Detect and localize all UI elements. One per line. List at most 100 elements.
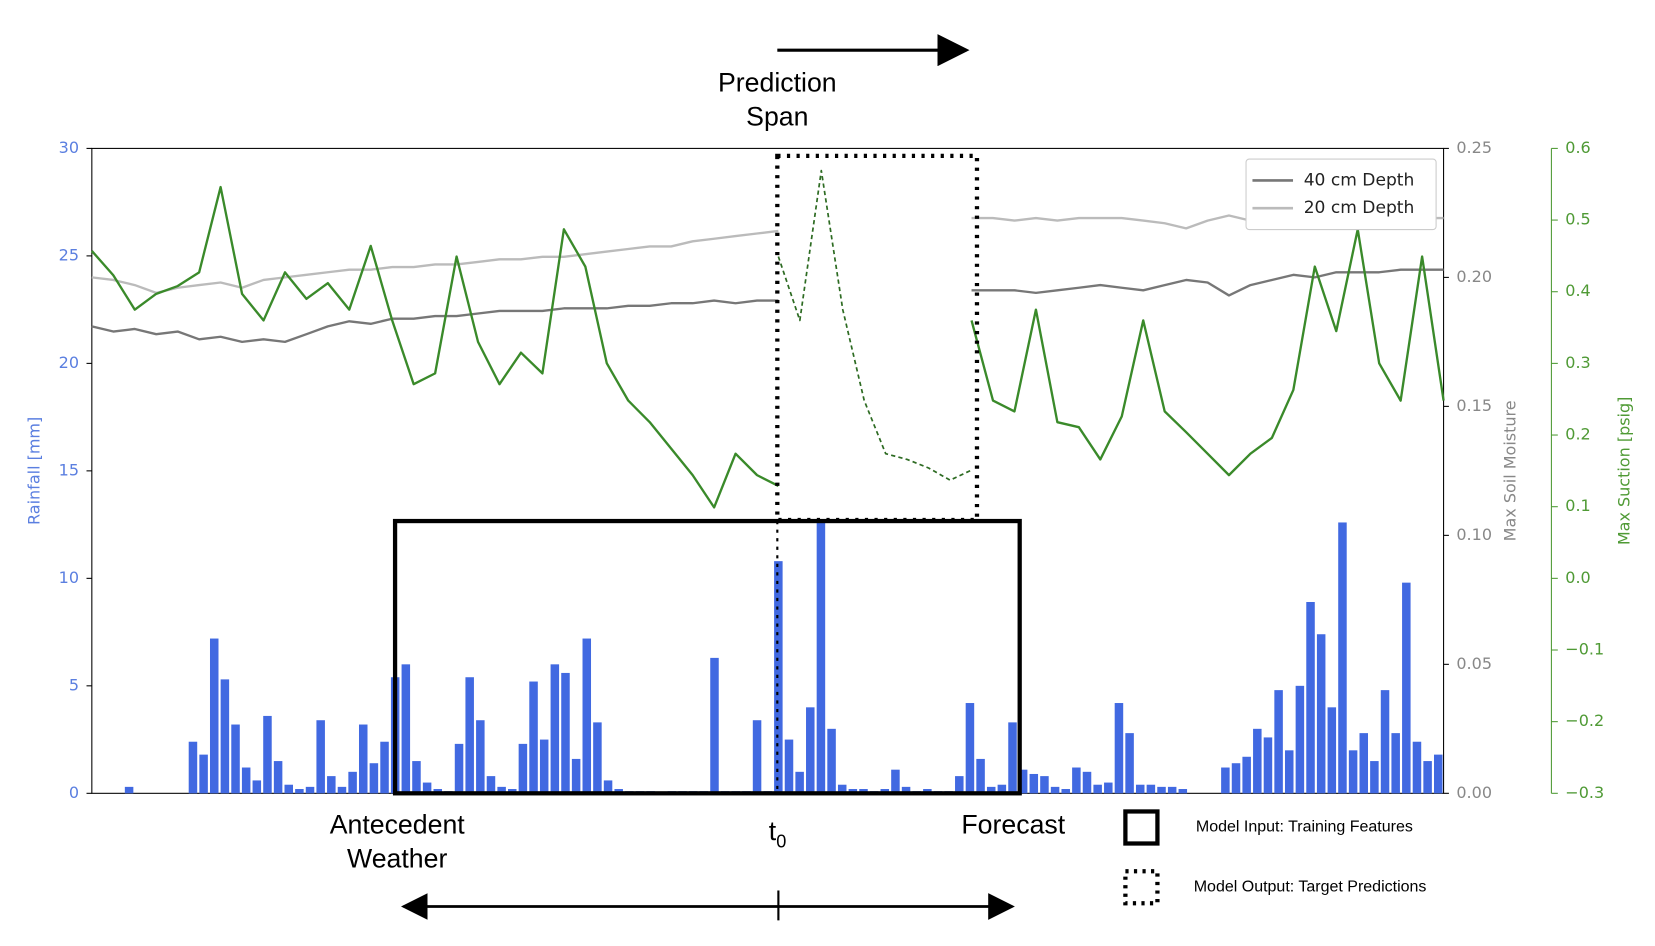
rain-bar (252, 780, 262, 794)
rain-bar (1253, 728, 1262, 794)
y3-tick-label: −0.1 (1565, 640, 1604, 659)
rain-bar (465, 677, 474, 794)
rain-bar (784, 739, 794, 794)
legend-label: 20 cm Depth (1304, 198, 1415, 218)
rain-bar (124, 786, 134, 794)
y-tick-label: 5 (69, 675, 79, 694)
rain-bar (539, 739, 549, 794)
rain-bar (1284, 750, 1294, 794)
rain-bar (1338, 522, 1347, 794)
plot-area: 0 5 10 15 20 25 30 Rainfall [mm] 0.00 0.05 0.10 0.1… (25, 138, 1634, 802)
rain-bar (1157, 786, 1166, 794)
rain-bar (1082, 771, 1092, 794)
rain-bar (1370, 761, 1379, 794)
rain-bar (1402, 582, 1411, 794)
rain-bar (880, 789, 890, 794)
rain-bar (263, 715, 272, 794)
y2-tick-label: 0.20 (1456, 267, 1492, 286)
rain-bar (561, 672, 570, 794)
rain-bar (529, 681, 538, 794)
rain-bar (1029, 773, 1039, 794)
rain-bar (284, 784, 294, 794)
rain-bar (806, 707, 815, 794)
y-tick-label: 30 (59, 138, 79, 157)
rain-bar (571, 758, 581, 794)
rain-bar (358, 724, 368, 794)
rain-bar (816, 522, 826, 794)
rain-bar (1359, 733, 1369, 794)
rain-bar (1114, 703, 1124, 794)
rain-bar (891, 769, 900, 794)
rain-bar (241, 767, 251, 794)
y3-tick-label: −0.2 (1565, 711, 1604, 730)
rain-bar (1433, 754, 1443, 794)
annotation: Forecast (961, 809, 1065, 839)
rain-bar (1316, 634, 1326, 794)
rain-bar (848, 789, 858, 794)
legend-dotted-box (1123, 869, 1160, 906)
rain-bar (1263, 737, 1273, 794)
annotation: Weather (347, 844, 447, 874)
rain-bar (1146, 784, 1156, 794)
rain-bar (752, 720, 762, 794)
t0-sub: 0 (776, 831, 786, 851)
rain-bar (976, 758, 985, 794)
y2-tick-label: 0.00 (1456, 783, 1492, 802)
rain-bar (795, 771, 804, 794)
rain-bar (614, 789, 623, 794)
y2-tick-label: 0.10 (1456, 525, 1492, 544)
line (91, 214, 1444, 295)
rain-bar (1423, 761, 1432, 794)
rain-bar (827, 728, 836, 794)
rain-bar (497, 786, 506, 794)
annotation: t0 (769, 816, 787, 851)
y2-tick-label: 0.15 (1456, 396, 1492, 415)
rain-bar (1125, 733, 1134, 794)
rain-bar (1295, 685, 1305, 794)
y-axis-label: Rainfall [mm] (25, 417, 44, 525)
y2-axis-label: Max Soil Moisture (1500, 400, 1519, 541)
rain-bar (401, 664, 411, 794)
input-box (392, 518, 1022, 796)
rain-bar (508, 789, 517, 794)
rain-bar (1380, 690, 1390, 794)
rain-bar (188, 741, 198, 794)
legend-box (1245, 158, 1437, 231)
rain-bar (965, 703, 975, 794)
rain-bar (476, 720, 485, 794)
y3-tick-label: 0.5 (1565, 210, 1590, 229)
y2-tick-label: 0.05 (1456, 654, 1492, 673)
plot-frame (91, 147, 1445, 794)
rain-bar (955, 776, 964, 794)
legend-solid-box (1123, 809, 1160, 846)
rain-bar (273, 761, 283, 794)
rain-bar (593, 722, 602, 794)
y-tick-label: 25 (59, 245, 79, 264)
y2-tick-label: 0.25 (1456, 138, 1492, 157)
y3-tick-label: 0.6 (1565, 138, 1590, 157)
annotation: Prediction (718, 67, 837, 97)
y3-axis-label: Max Suction [psig] (1615, 397, 1634, 546)
y3-tick-label: −0.3 (1565, 783, 1604, 802)
rain-bar (220, 679, 230, 794)
rain-bar (433, 789, 443, 794)
rain-bar (901, 786, 911, 794)
y-tick-label: 15 (59, 460, 79, 479)
y-tick-label: 10 (59, 568, 79, 587)
y3-tick-label: 0.4 (1565, 281, 1590, 300)
line (777, 169, 972, 482)
legend-text: Model Output: Target Predictions (1194, 879, 1427, 896)
rain-bar (1242, 756, 1251, 794)
rain-bar (837, 784, 847, 794)
rain-bar (1231, 763, 1241, 794)
rain-bar (412, 761, 421, 794)
rain-bar (380, 741, 389, 794)
annotation: Span (746, 102, 808, 132)
line (91, 268, 1444, 344)
annotation: Antecedent (330, 809, 466, 839)
rain-bar (603, 780, 613, 794)
rain-bar (997, 784, 1007, 794)
rain-bar (1104, 782, 1113, 794)
rain-bar (1178, 789, 1188, 794)
y-tick-label: 0 (69, 783, 79, 802)
